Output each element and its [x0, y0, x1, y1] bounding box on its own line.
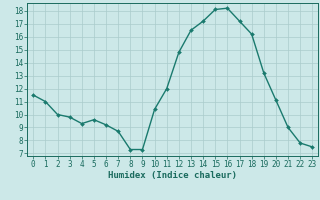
X-axis label: Humidex (Indice chaleur): Humidex (Indice chaleur)	[108, 171, 237, 180]
